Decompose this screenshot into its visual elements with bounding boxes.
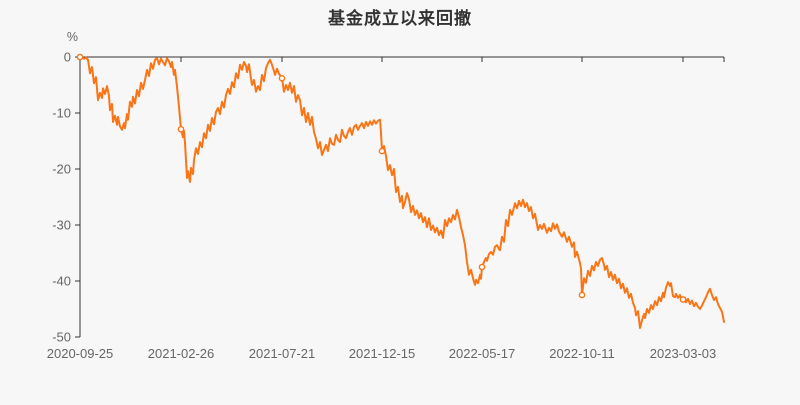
axis-labels: 0 -10 -20 -30 -40 -50% 2020-09-25 2021-02-26 202… [47,30,717,361]
x-axis-label: 2020-09-25 [47,346,114,361]
y-axis-label: -50 [52,330,71,345]
x-axis-label: 2021-07-21 [249,346,316,361]
y-axis-label: 0 [64,50,71,65]
x-axis-label: 2022-10-11 [549,346,615,361]
y-axis-label: -40 [52,274,71,289]
date-marker-point [278,74,286,82]
x-axis-label: 2021-12-15 [349,346,416,361]
x-axis-label: 2021-02-26 [148,346,215,361]
y-axis-label: -10 [52,106,71,121]
date-marker-point [578,291,586,299]
drawdown-series-line [79,56,725,329]
date-marker-point [378,147,386,155]
date-marker-point [478,263,486,271]
date-marker-point [679,296,687,303]
date-markers [76,53,687,303]
chart-title: 基金成立以来回撤 [328,9,472,28]
x-axis-label: 2023-03-03 [650,346,717,361]
x-axis-label: 2022-05-17 [449,346,516,361]
y-axis-unit-label: % [67,30,78,44]
axes [75,56,725,338]
date-marker-point [177,125,185,133]
y-axis-label: -20 [52,162,71,177]
date-marker-point [76,53,84,61]
y-axis-label: -30 [52,218,71,233]
